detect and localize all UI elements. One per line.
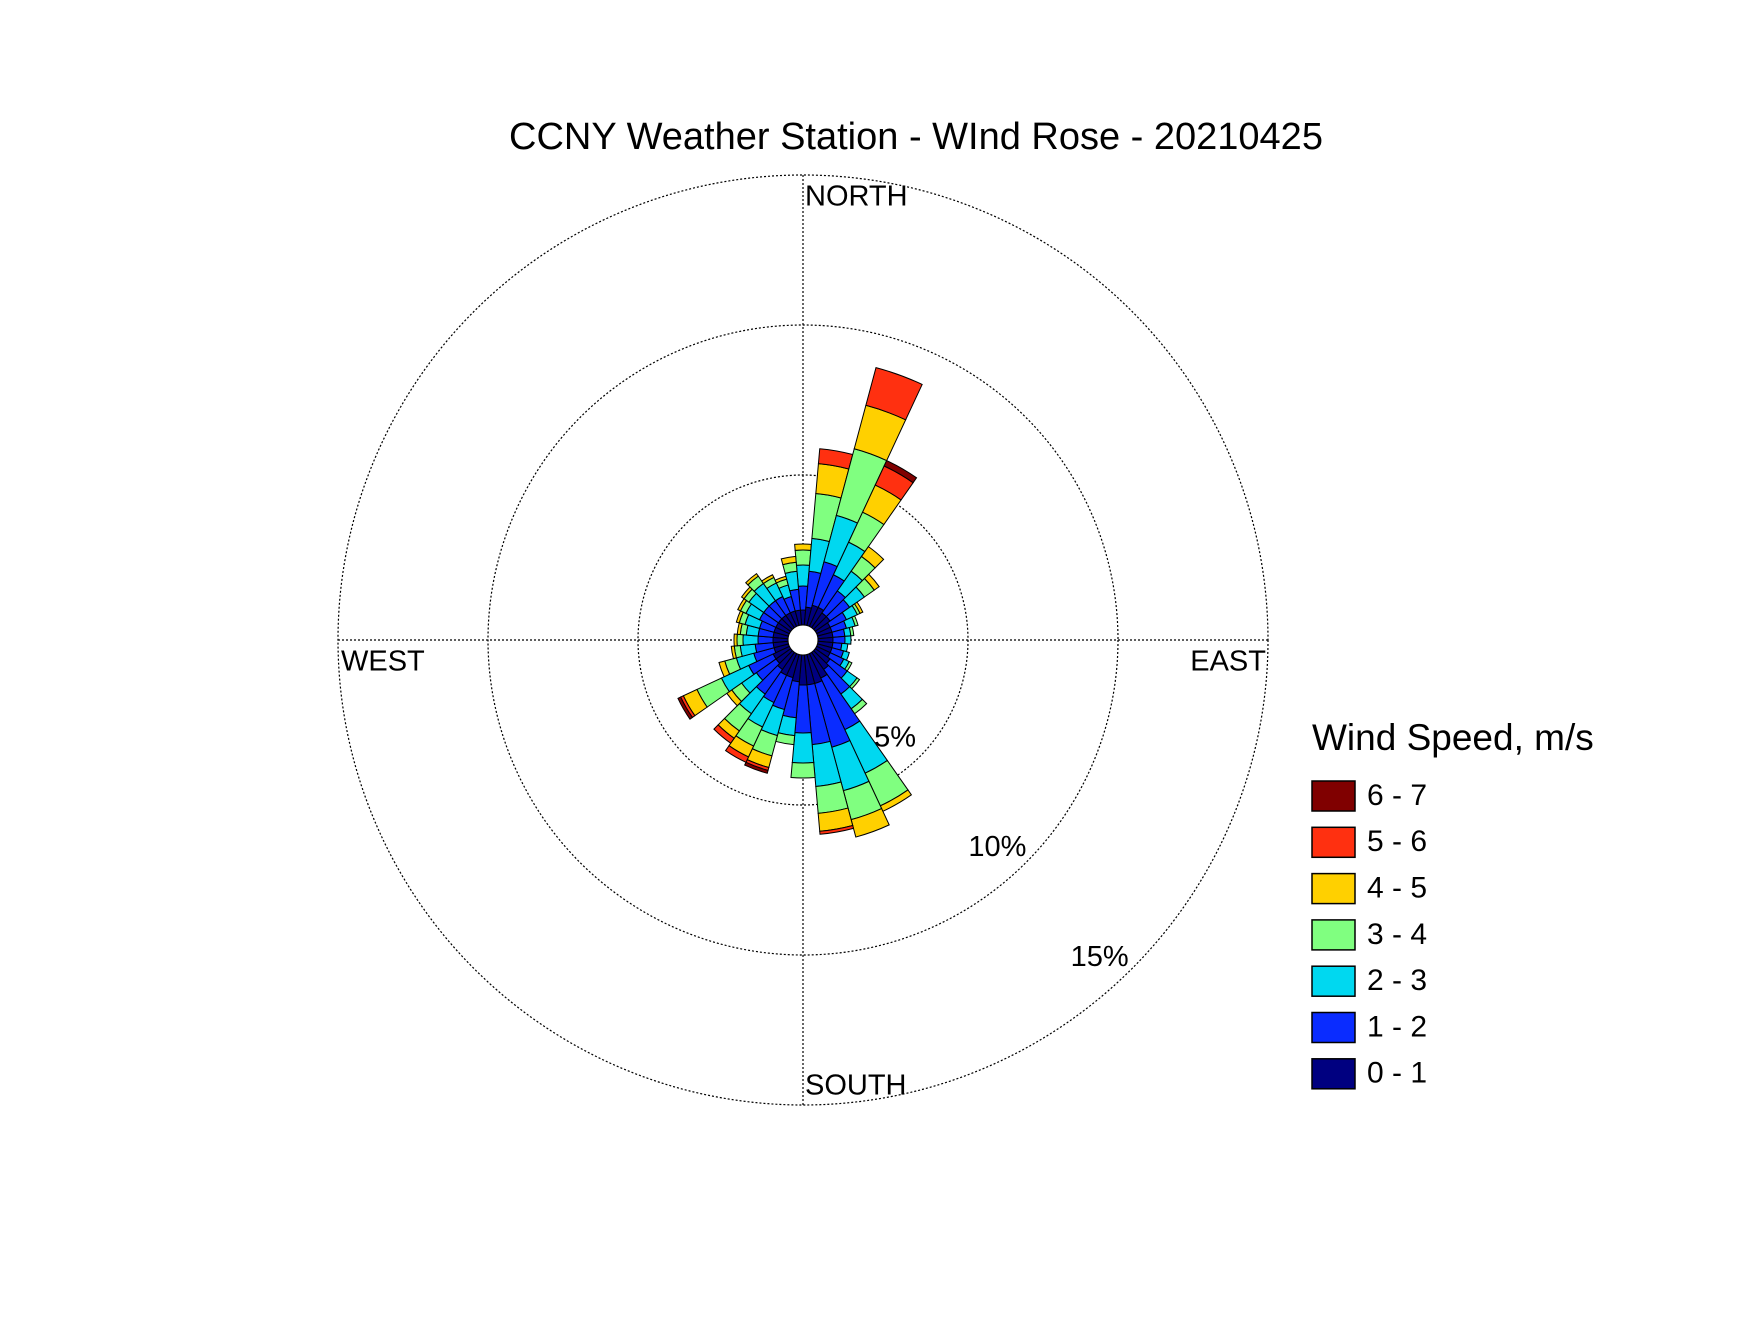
wind-segment [795,544,812,550]
center-hole [788,625,818,655]
legend-swatch [1312,920,1355,950]
legend-swatch [1312,1013,1355,1043]
legend-label: 6 - 7 [1367,779,1427,812]
legend-swatch [1312,874,1355,904]
legend-label: 1 - 2 [1367,1010,1427,1043]
direction-label: NORTH [805,181,908,213]
r-tick-label: 10% [968,831,1026,863]
legend-label: 2 - 3 [1367,964,1427,997]
legend-swatch [1312,827,1355,857]
legend-swatch [1312,781,1355,811]
legend-title: Wind Speed, m/s [1312,717,1594,758]
direction-label: WEST [341,646,425,678]
r-tick-label: 15% [1071,941,1129,973]
legend-label: 3 - 4 [1367,918,1427,951]
wind-segment [795,550,811,565]
wind-segment [737,634,743,646]
chart-title: CCNY Weather Station - WInd Rose - 20210… [509,116,1323,158]
direction-label: SOUTH [805,1070,907,1102]
legend-label: 0 - 1 [1367,1057,1427,1090]
wind-segment [791,763,815,778]
wind-segment [734,634,737,646]
legend-label: 5 - 6 [1367,825,1427,858]
legend-label: 4 - 5 [1367,872,1427,905]
wind-segment [845,636,851,644]
wind-segment [792,733,813,763]
r-tick-label: 5% [874,721,916,753]
legend-swatch [1312,1059,1355,1089]
direction-label: EAST [1190,646,1266,678]
legend-swatch [1312,966,1355,996]
